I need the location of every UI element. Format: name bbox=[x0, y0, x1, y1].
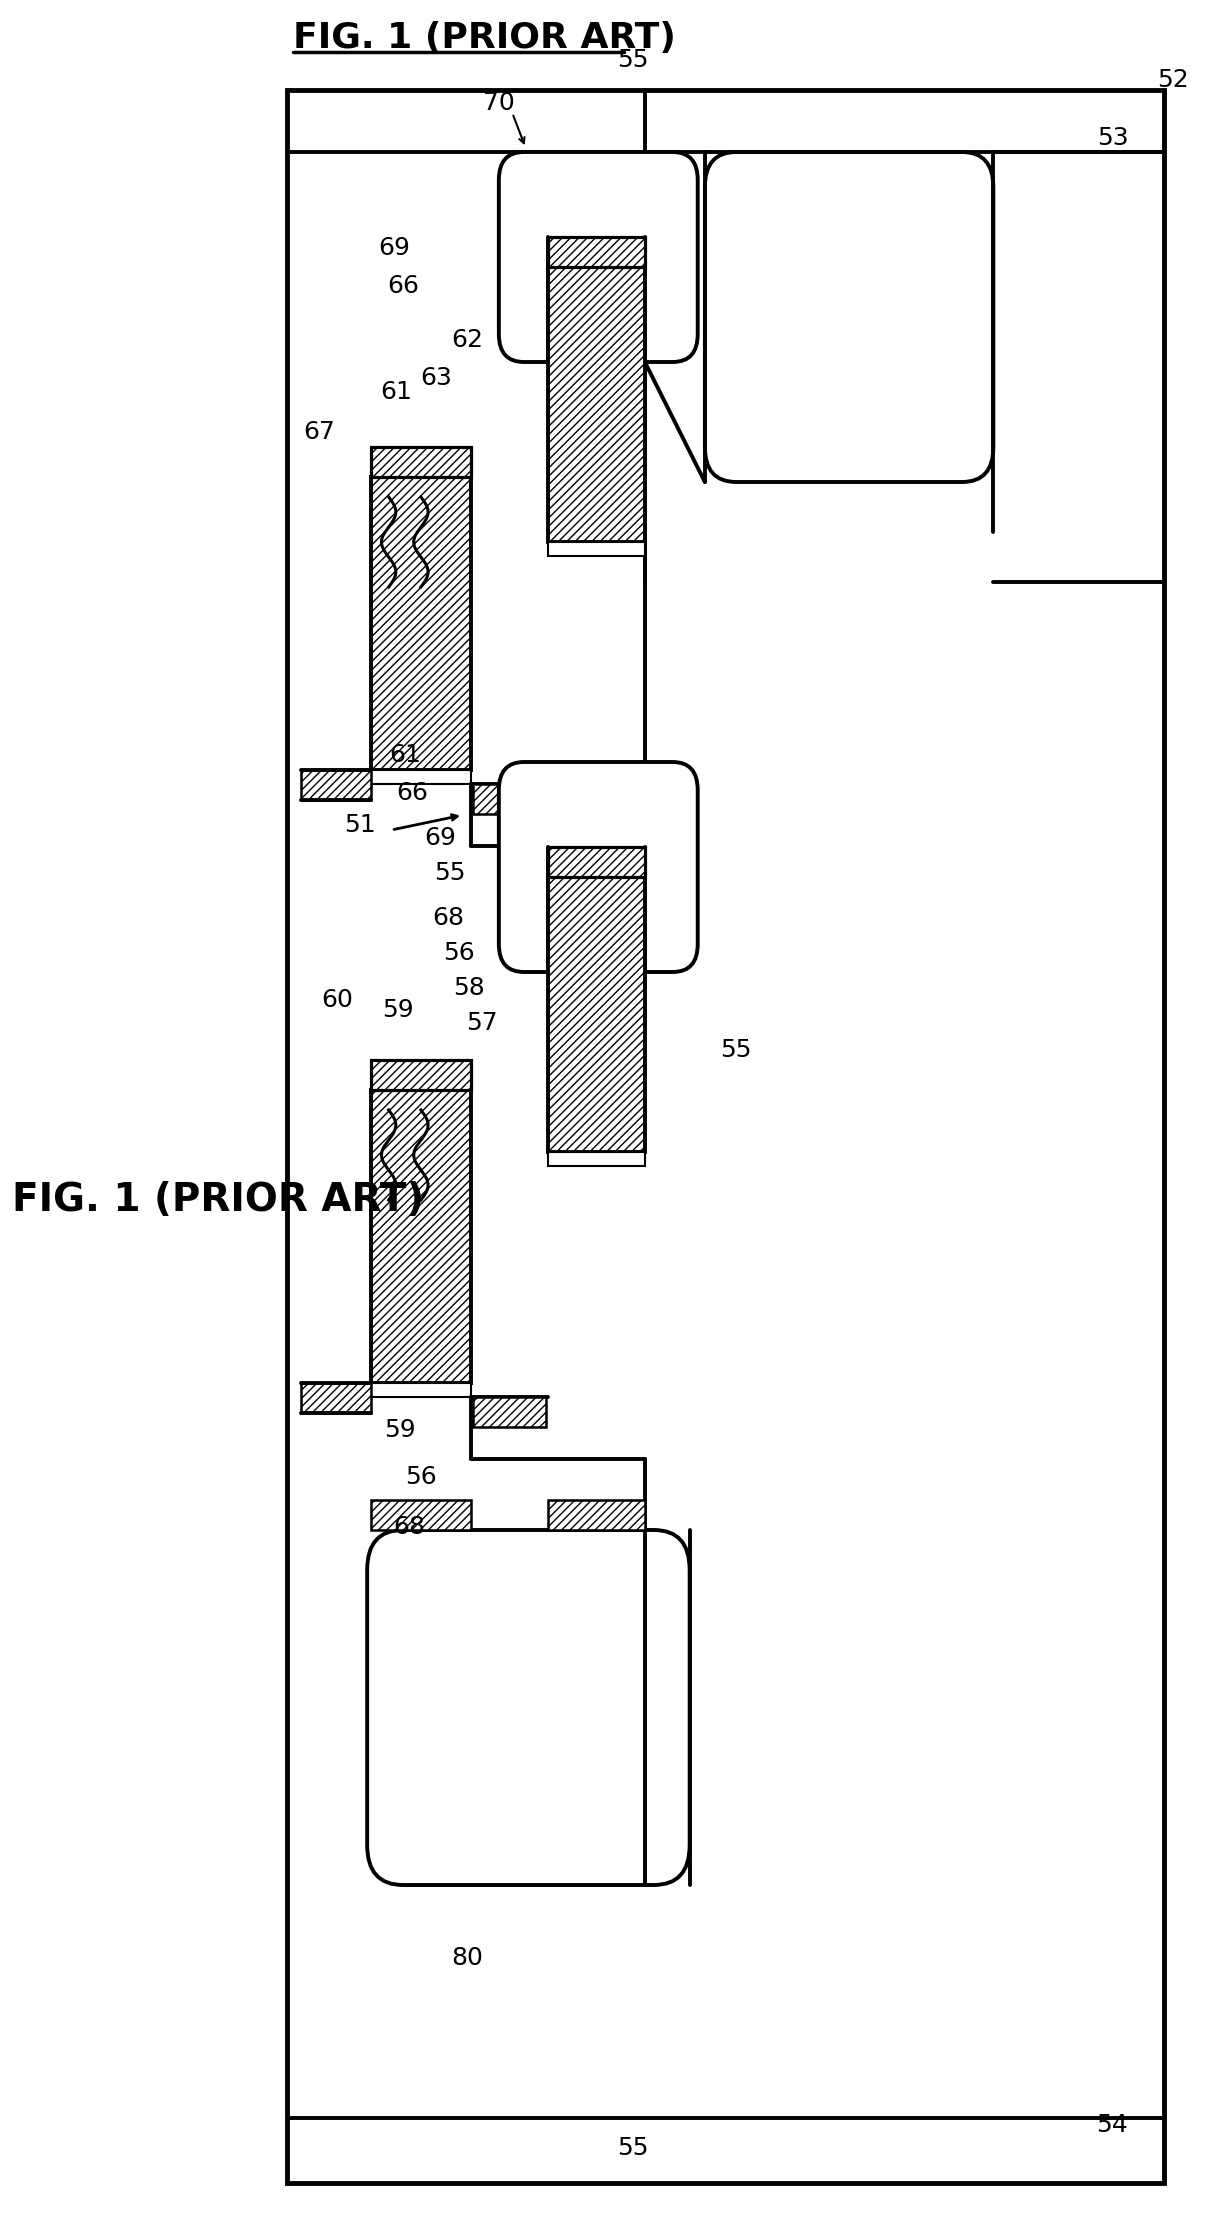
Text: 67: 67 bbox=[304, 421, 336, 443]
Text: 58: 58 bbox=[454, 975, 486, 999]
Text: 52: 52 bbox=[1158, 69, 1190, 91]
Text: 68: 68 bbox=[432, 906, 464, 930]
Bar bbox=[371, 1091, 471, 1382]
Text: 56: 56 bbox=[443, 942, 475, 966]
Text: 59: 59 bbox=[382, 997, 414, 1022]
Text: 56: 56 bbox=[405, 1465, 437, 1489]
Bar bbox=[548, 1153, 645, 1166]
FancyBboxPatch shape bbox=[499, 151, 698, 363]
Bar bbox=[473, 784, 547, 815]
Bar bbox=[371, 1382, 471, 1398]
Text: 69: 69 bbox=[378, 236, 410, 260]
Text: 51: 51 bbox=[344, 812, 376, 837]
Text: 63: 63 bbox=[420, 365, 453, 390]
Text: 57: 57 bbox=[466, 1011, 498, 1035]
Text: 69: 69 bbox=[425, 826, 456, 850]
Bar bbox=[371, 447, 471, 476]
Bar bbox=[548, 877, 645, 1153]
FancyBboxPatch shape bbox=[705, 151, 993, 483]
Bar bbox=[548, 541, 645, 556]
Text: 54: 54 bbox=[1097, 2112, 1128, 2137]
Text: 68: 68 bbox=[393, 1516, 426, 1538]
Text: 66: 66 bbox=[387, 274, 418, 298]
Bar bbox=[371, 476, 471, 770]
Bar bbox=[371, 1060, 471, 1091]
Text: FIG. 1 (PRIOR ART): FIG. 1 (PRIOR ART) bbox=[12, 1182, 425, 1220]
Bar bbox=[287, 89, 1164, 2184]
FancyBboxPatch shape bbox=[499, 761, 698, 973]
Bar bbox=[548, 1500, 645, 1529]
Text: 60: 60 bbox=[322, 988, 354, 1013]
Text: 61: 61 bbox=[389, 743, 421, 768]
Bar bbox=[301, 1382, 371, 1414]
Text: FIG. 1 (PRIOR ART): FIG. 1 (PRIOR ART) bbox=[293, 20, 676, 56]
Text: 61: 61 bbox=[379, 381, 412, 403]
Text: 55: 55 bbox=[617, 49, 649, 71]
Bar bbox=[548, 267, 645, 541]
Text: 80: 80 bbox=[451, 1946, 483, 1970]
Text: 59: 59 bbox=[384, 1418, 416, 1442]
Bar bbox=[371, 1500, 471, 1529]
FancyBboxPatch shape bbox=[367, 1529, 689, 1885]
Text: 62: 62 bbox=[451, 327, 483, 352]
Bar bbox=[548, 848, 645, 877]
Bar bbox=[301, 770, 371, 799]
Text: 66: 66 bbox=[396, 781, 428, 806]
Text: 53: 53 bbox=[1097, 127, 1128, 149]
Text: 55: 55 bbox=[617, 2137, 649, 2159]
Bar bbox=[473, 1398, 547, 1427]
Text: 55: 55 bbox=[434, 861, 465, 886]
Text: 55: 55 bbox=[721, 1037, 752, 1062]
Text: 70: 70 bbox=[483, 91, 515, 116]
Bar bbox=[548, 236, 645, 267]
Bar bbox=[371, 770, 471, 784]
